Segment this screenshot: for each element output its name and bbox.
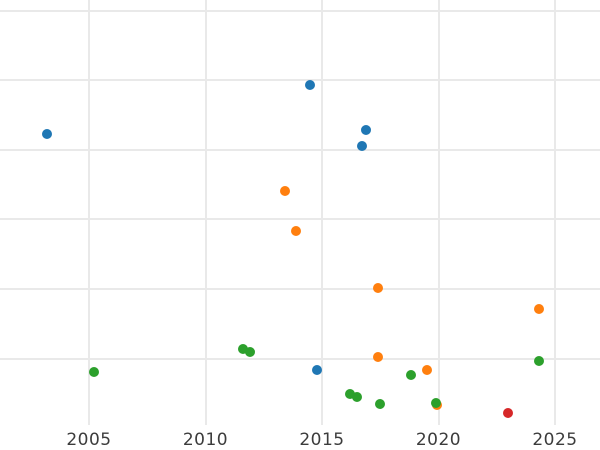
vertical-gridline [321, 0, 323, 425]
x-tick-label-2020: 2020 [415, 430, 462, 450]
orange-series-point [372, 352, 383, 363]
plot-area [0, 0, 600, 425]
horizontal-gridline [0, 287, 600, 290]
green-series-point [405, 370, 416, 381]
orange-series-point [291, 226, 302, 237]
green-series-point [375, 398, 386, 409]
orange-series-point [279, 186, 290, 197]
blue-series-point [356, 141, 367, 152]
x-tick-label-2005: 2005 [66, 430, 112, 450]
vertical-gridline [554, 0, 556, 425]
green-series-point [88, 367, 99, 378]
green-series-point [344, 388, 355, 399]
green-series-point [431, 398, 442, 409]
vertical-gridline [204, 0, 207, 425]
vertical-gridline [88, 0, 90, 425]
orange-series-point [372, 282, 383, 293]
green-series-point [244, 347, 255, 358]
horizontal-gridline [0, 357, 600, 360]
red-series-point [503, 408, 514, 419]
vertical-gridline [437, 0, 440, 425]
x-tick-label-2015: 2015 [299, 430, 345, 450]
blue-series-point [361, 125, 372, 136]
x-tick-label-2025: 2025 [532, 430, 578, 450]
horizontal-gridline [0, 148, 600, 151]
x-tick-label-2010: 2010 [182, 430, 229, 450]
blue-series-point [312, 364, 323, 375]
green-series-point [533, 355, 544, 366]
horizontal-gridline [0, 218, 600, 221]
horizontal-gridline [0, 79, 600, 82]
blue-series-point [42, 129, 53, 140]
orange-series-point [533, 304, 544, 315]
green-series-point [237, 343, 248, 354]
blue-series-point [305, 79, 316, 90]
horizontal-gridline [0, 9, 600, 12]
green-series-point [351, 391, 362, 402]
orange-series-point [421, 364, 432, 375]
